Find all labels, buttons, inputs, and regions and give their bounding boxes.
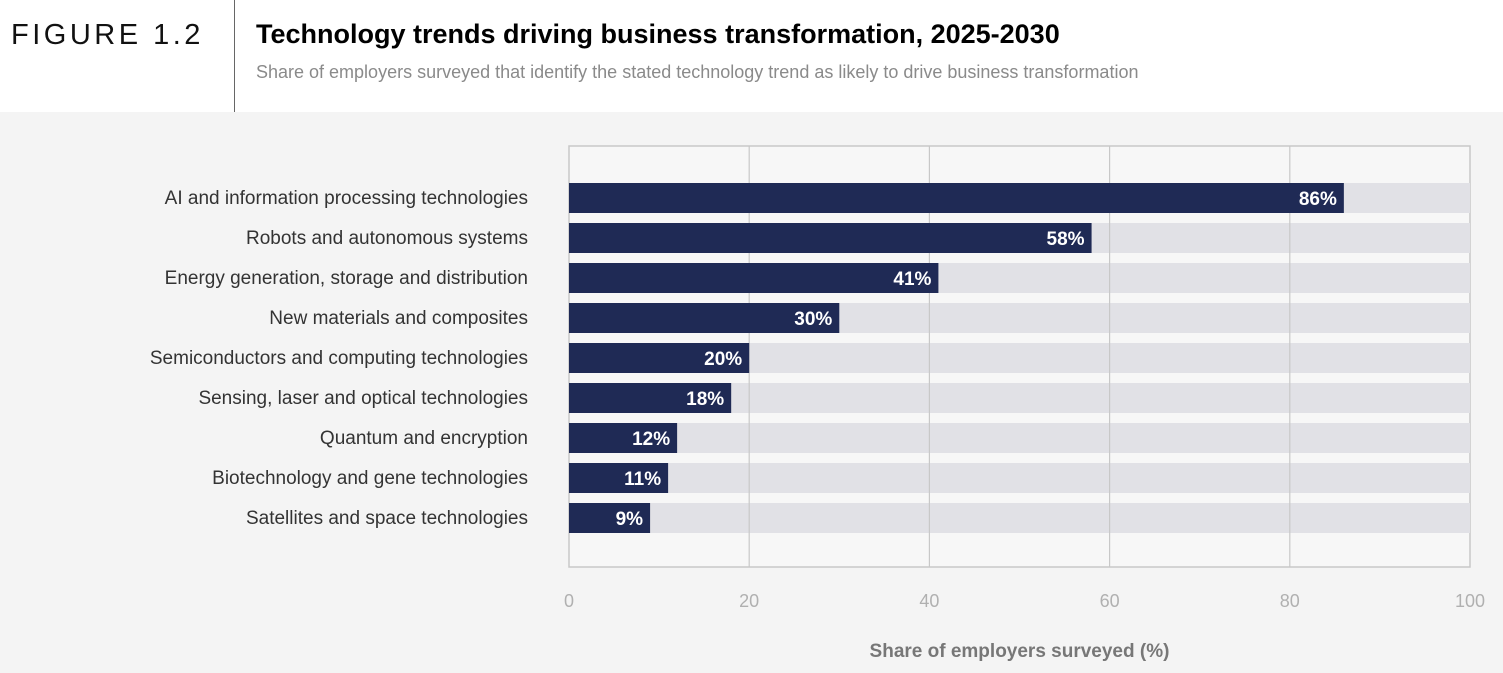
bar [569,183,1344,213]
chart-subtitle: Share of employers surveyed that identif… [256,62,1139,82]
data-label: 11% [624,469,661,490]
bar [569,463,669,493]
data-label: 86% [1299,189,1337,210]
header: FIGURE 1.2 Technology trends driving bus… [0,0,1503,112]
data-label: 30% [794,309,832,330]
x-tick-label: 80 [1280,591,1300,611]
x-tick-label: 20 [739,591,759,611]
data-label: 9% [616,509,644,530]
category-label: Energy generation, storage and distribut… [165,268,528,289]
category-label: AI and information processing technologi… [165,188,528,209]
divider [234,0,235,112]
bar [569,383,732,413]
bar-track [569,423,1470,453]
data-label: 58% [1047,229,1085,250]
data-label: 18% [686,389,724,410]
bar-track [569,503,1470,533]
bar [569,263,939,293]
data-label: 41% [893,269,931,290]
category-label: Semiconductors and computing technologie… [150,348,528,369]
bar [569,343,750,373]
category-label: Robots and autonomous systems [246,228,528,249]
bar [569,303,840,333]
bar [569,503,651,533]
x-axis-label: Share of employers surveyed (%) [870,641,1170,662]
category-label: Sensing, laser and optical technologies [198,388,528,409]
x-tick-label: 60 [1100,591,1120,611]
category-label: Satellites and space technologies [246,508,528,529]
data-label: 12% [632,429,670,450]
category-label: Quantum and encryption [320,428,528,449]
chart-title: Technology trends driving business trans… [256,19,1060,49]
bar-track [569,463,1470,493]
category-label: New materials and composites [269,308,528,329]
data-label: 20% [704,349,742,370]
bar [569,223,1092,253]
x-tick-label: 100 [1455,591,1485,611]
x-tick-label: 40 [919,591,939,611]
bar [569,423,678,453]
figure-label: FIGURE 1.2 [11,19,204,51]
category-label: Biotechnology and gene technologies [212,468,528,489]
x-tick-label: 0 [564,591,574,611]
